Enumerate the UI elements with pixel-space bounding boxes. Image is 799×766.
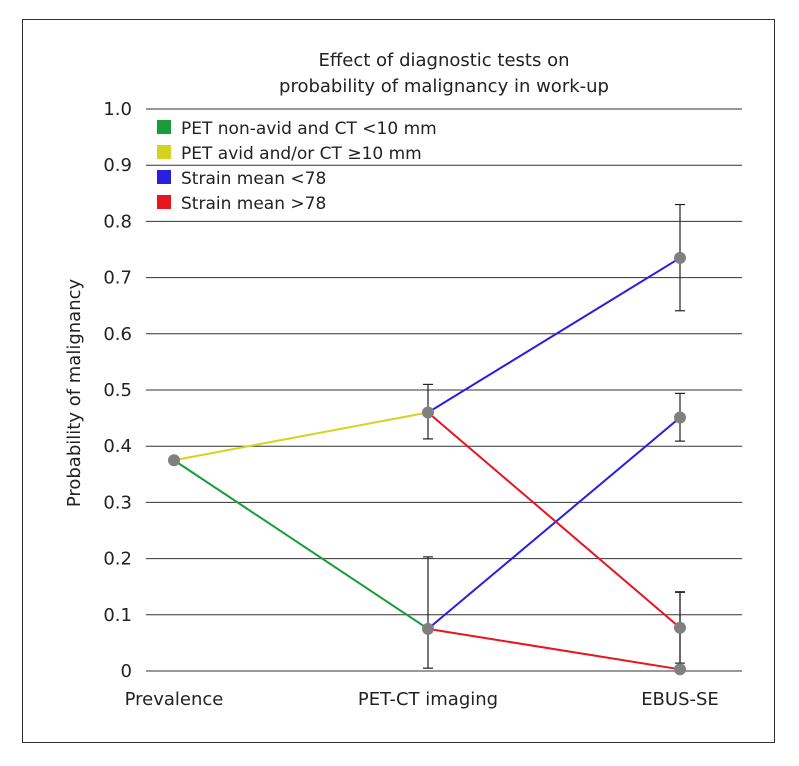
- data-points: [168, 251, 686, 676]
- series-line: [427, 257, 681, 414]
- series-line: [427, 411, 681, 629]
- legend-swatch: [157, 120, 171, 134]
- y-tick-label: 0.5: [103, 380, 132, 401]
- legend-swatch: [157, 170, 171, 184]
- y-tick-label: 0.1: [103, 605, 132, 626]
- x-tick-labels: Prevalence PET-CT imaging EBUS-SE: [125, 689, 719, 710]
- y-tick-label: 0.3: [103, 492, 132, 513]
- title-line: Effect of diagnostic tests on: [318, 50, 569, 71]
- y-tick-label: 0.6: [103, 324, 132, 345]
- y-tick-label: 0: [121, 661, 132, 682]
- gridlines: [146, 108, 742, 672]
- legend: PET non-avid and CT <10 mm PET avid and/o…: [157, 119, 437, 214]
- y-tick-label: 0.4: [103, 436, 132, 457]
- series-line: [427, 627, 681, 671]
- x-tick-label: PET-CT imaging: [358, 689, 498, 710]
- legend-label: Strain mean >78: [181, 194, 326, 214]
- series-line: [427, 416, 681, 630]
- data-point: [674, 663, 686, 676]
- y-tick-label: 0.8: [103, 211, 132, 232]
- legend-label: PET avid and/or CT ≥10 mm: [181, 144, 422, 164]
- y-axis-label: Probability of malignancy: [64, 278, 85, 507]
- data-point: [674, 251, 686, 264]
- series-lines: [173, 257, 681, 671]
- series-line: [173, 459, 429, 630]
- x-tick-label: Prevalence: [125, 689, 224, 710]
- y-tick-label: 1.0: [103, 99, 132, 120]
- y-tick-label: 0.7: [103, 268, 132, 289]
- y-tick-label: 0.2: [103, 549, 132, 570]
- y-tick-labels: 0 0.1 0.2 0.3 0.4 0.5 0.6 0.7 0.8 0.9 1.0: [103, 99, 132, 682]
- y-tick-label: 0.9: [103, 155, 132, 176]
- data-point: [674, 621, 686, 634]
- legend-label: PET non-avid and CT <10 mm: [181, 119, 437, 139]
- data-point: [422, 406, 434, 419]
- chart-title: Effect of diagnostic tests on probability…: [279, 50, 609, 97]
- legend-swatch: [157, 195, 171, 209]
- data-point: [168, 454, 180, 467]
- x-tick-label: EBUS-SE: [641, 689, 719, 710]
- data-point: [674, 411, 686, 424]
- series-line: [173, 411, 429, 462]
- data-point: [422, 622, 434, 635]
- chart-frame: [22, 19, 775, 743]
- title-line: probability of malignancy in work-up: [279, 76, 609, 97]
- legend-swatch: [157, 145, 171, 159]
- legend-label: Strain mean <78: [181, 169, 326, 189]
